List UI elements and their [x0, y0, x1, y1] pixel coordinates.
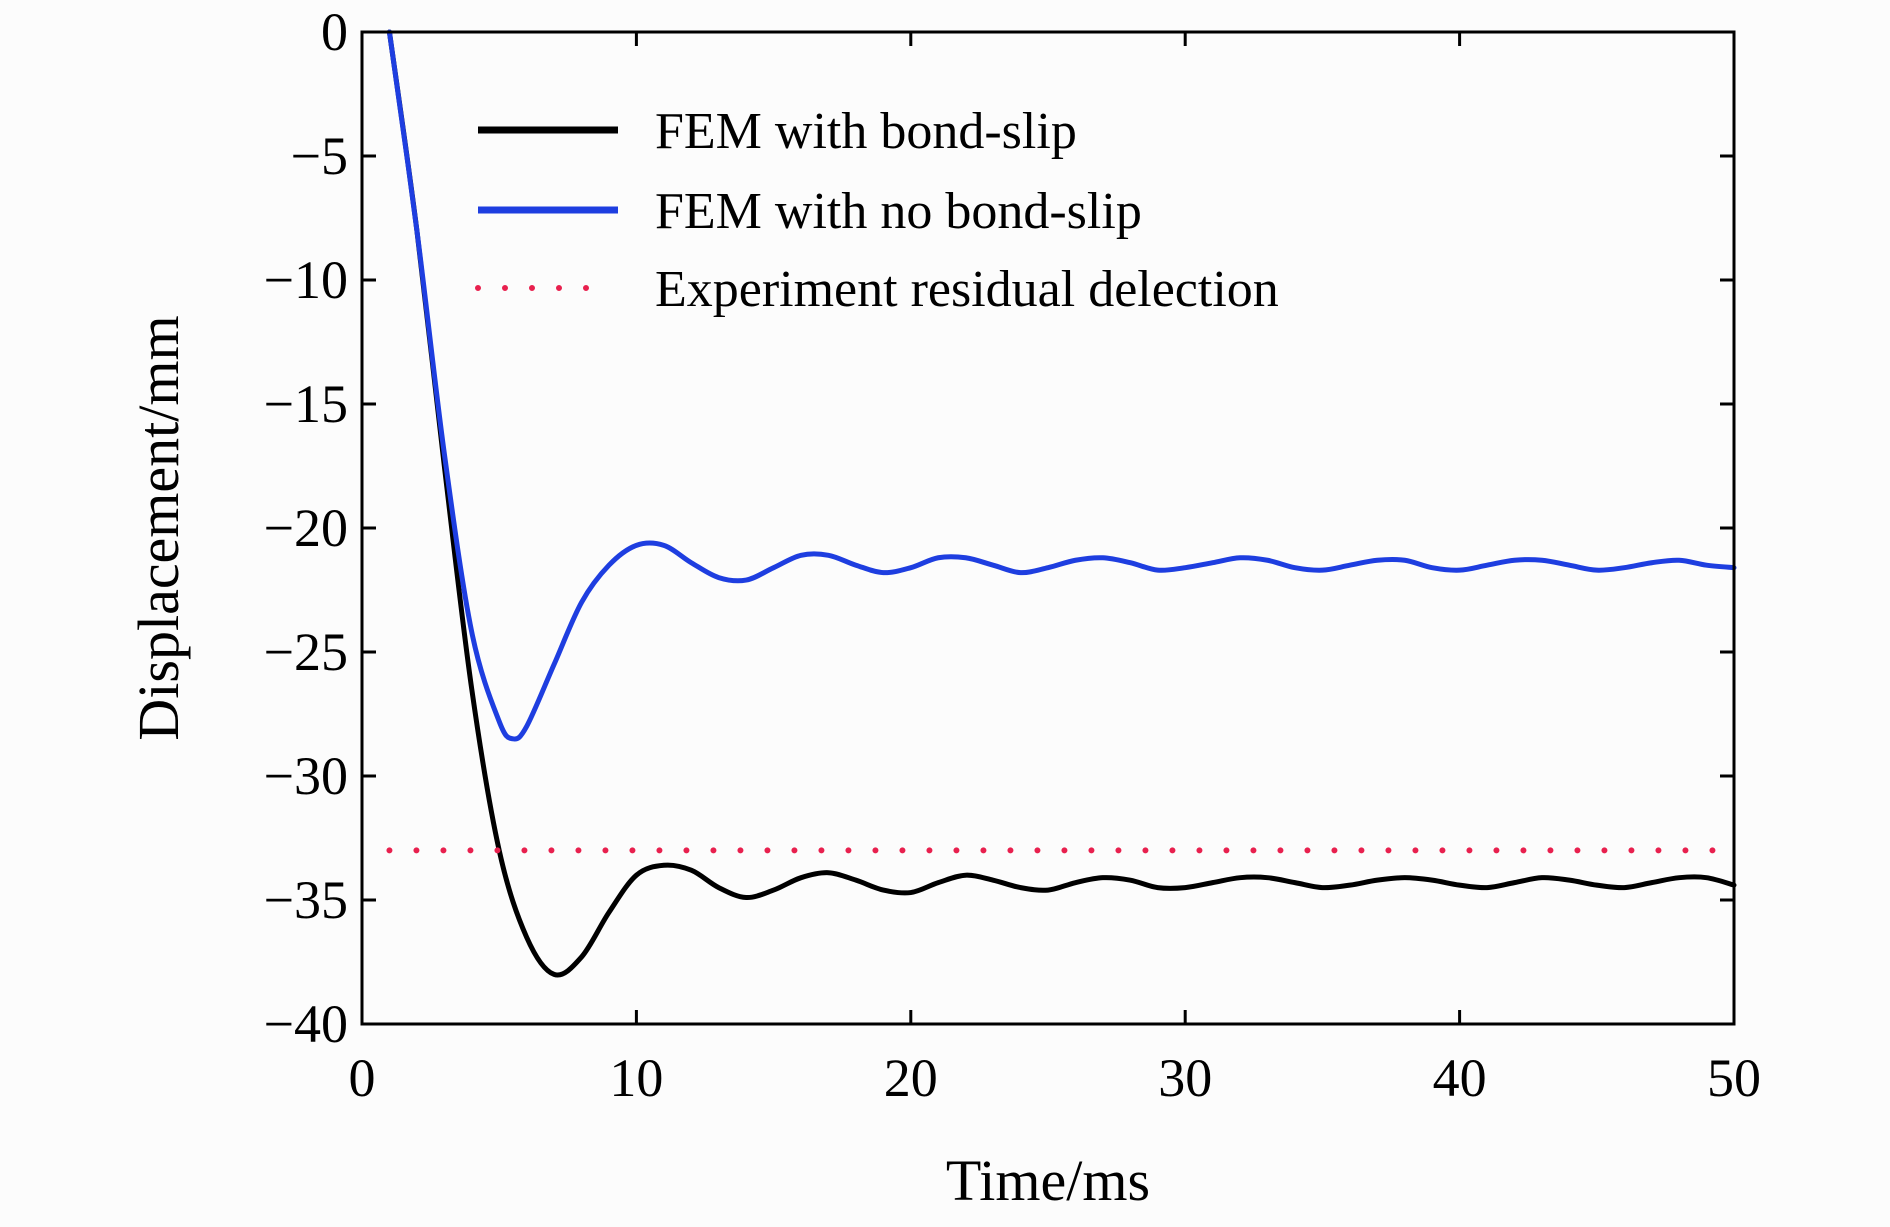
y-tick-label: −30 [264, 746, 348, 806]
legend-label: FEM with no bond-slip [655, 183, 1142, 240]
y-tick-label: −20 [264, 498, 348, 558]
y-tick-label: −25 [264, 622, 348, 682]
x-tick-label: 0 [349, 1048, 376, 1108]
series-layer [386, 29, 1737, 978]
y-tick-label: −5 [291, 126, 348, 186]
series-line-bond-slip [386, 29, 1737, 978]
x-tick-label: 40 [1433, 1048, 1487, 1108]
x-tick-label: 20 [884, 1048, 938, 1108]
y-tick-label: −15 [264, 374, 348, 434]
y-tick-label: −40 [264, 994, 348, 1054]
legend-label: Experiment residual delection [655, 261, 1279, 318]
series-line-no-bond-slip [386, 29, 1737, 742]
y-axis-title: Displacement/mm [126, 315, 191, 740]
y-axis-ticks: 0 −5 −10 −15 −20 −25 −30 −35 −40 [264, 2, 1734, 1054]
x-axis-title: Time/ms [946, 1148, 1150, 1213]
x-tick-label: 10 [609, 1048, 663, 1108]
legend: FEM with bond-slip FEM with no bond-slip E… [475, 103, 1279, 318]
legend-label: FEM with bond-slip [655, 103, 1077, 160]
x-tick-label: 30 [1158, 1048, 1212, 1108]
y-tick-label: −10 [264, 250, 348, 310]
x-tick-label: 50 [1707, 1048, 1761, 1108]
y-tick-label: −35 [264, 870, 348, 930]
y-tick-label: 0 [321, 2, 348, 62]
x-axis-ticks: 0 10 20 30 40 50 [349, 32, 1761, 1108]
plot-frame [360, 30, 1736, 1026]
